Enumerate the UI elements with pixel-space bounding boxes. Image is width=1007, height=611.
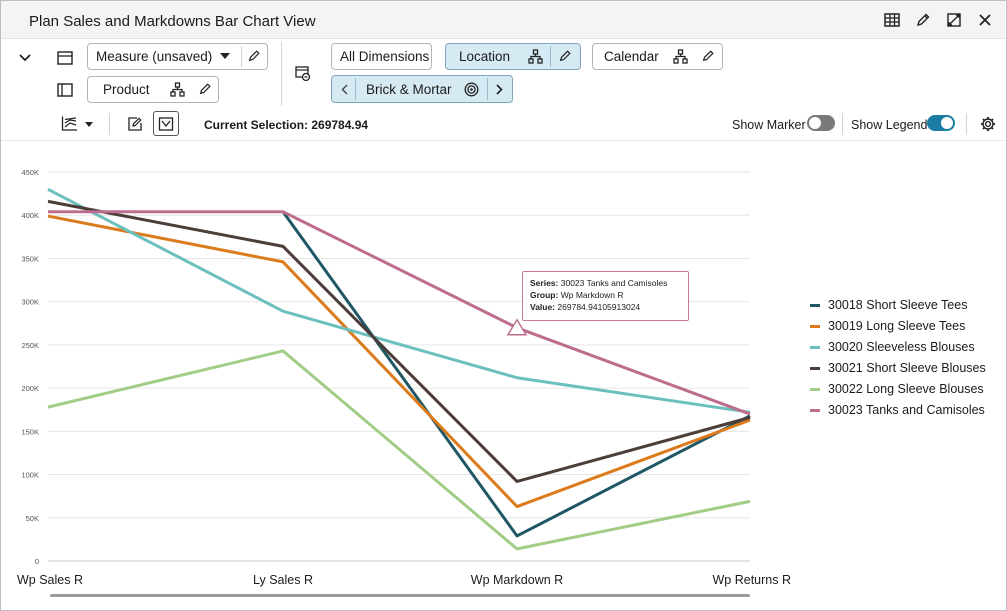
y-tick-label: 50K — [26, 514, 39, 523]
x-tick-label: Wp Sales R — [17, 573, 83, 587]
series-line — [47, 187, 751, 414]
tooltip-series-label: Series: — [530, 278, 559, 288]
legend-item[interactable]: 30021 Short Sleeve Blouses — [810, 360, 986, 376]
row-layout-icon[interactable] — [54, 48, 76, 68]
series-line — [47, 214, 751, 509]
y-tick-label: 300K — [21, 298, 39, 307]
y-tick-label: 150K — [21, 427, 39, 436]
location-edit-icon[interactable] — [558, 49, 572, 63]
legend-item[interactable]: 30022 Long Sleeve Blouses — [810, 381, 984, 397]
target-icon[interactable] — [464, 82, 479, 97]
product-label: Product — [103, 82, 150, 97]
highlight-marker — [506, 318, 528, 336]
legend-label: 30023 Tanks and Camisoles — [828, 403, 985, 417]
legend-item[interactable]: 30018 Short Sleeve Tees — [810, 297, 967, 313]
y-tick-label: 250K — [21, 341, 39, 350]
legend-item[interactable]: 30023 Tanks and Camisoles — [810, 402, 985, 418]
location-label: Location — [459, 49, 511, 64]
y-tick-label: 400K — [21, 211, 39, 220]
edit-chart-icon[interactable] — [124, 113, 146, 135]
legend-item[interactable]: 30020 Sleeveless Blouses — [810, 339, 975, 355]
legend-item[interactable]: 30019 Long Sleeve Tees — [810, 318, 965, 334]
title-bar: Plan Sales and Markdowns Bar Chart View — [1, 1, 1005, 39]
horizontal-scrollbar[interactable] — [50, 594, 750, 597]
show-marker-label: Show Marker — [732, 118, 806, 132]
tooltip-value-label: Value: — [530, 302, 556, 312]
y-tick-label: 350K — [21, 254, 39, 263]
legend-swatch — [810, 345, 820, 349]
legend-swatch — [810, 303, 820, 307]
calendar-label: Calendar — [604, 49, 659, 64]
panel-title: Plan Sales and Markdowns Bar Chart View — [29, 13, 316, 30]
chart-tooltip: Series: 30023 Tanks and Camisoles Group:… — [522, 271, 689, 321]
y-tick-label: 100K — [21, 471, 39, 480]
legend-label: 30020 Sleeveless Blouses — [828, 340, 975, 354]
column-layout-icon[interactable] — [54, 80, 76, 100]
y-tick-label: 200K — [21, 384, 39, 393]
product-edit-icon[interactable] — [198, 82, 212, 96]
location-hierarchy-icon[interactable] — [528, 49, 543, 64]
product-selector[interactable]: Product — [87, 76, 219, 103]
series-line — [47, 349, 751, 551]
swap-axes-icon[interactable] — [292, 64, 314, 84]
hierarchy-icon[interactable] — [170, 82, 185, 97]
calendar-edit-icon[interactable] — [701, 49, 715, 63]
y-tick-label: 450K — [21, 168, 39, 177]
location-selector[interactable]: Location — [445, 43, 581, 70]
x-tick-label: Wp Markdown R — [471, 573, 563, 587]
legend-swatch — [810, 324, 820, 328]
current-selection-text: Current Selection: 269784.94 — [204, 118, 369, 132]
x-tick-label: Wp Returns R — [713, 573, 792, 587]
series-line — [281, 210, 751, 538]
caret-down-icon[interactable] — [220, 53, 230, 59]
next-chevron-icon[interactable] — [496, 84, 503, 95]
line-chart: 0 50K 100K 150K 200K 250K 300K 350K 400K 450K Wp S… — [0, 142, 1006, 607]
location-member-navigator[interactable]: Brick & Mortar — [331, 75, 513, 103]
x-tick-label: Ly Sales R — [253, 573, 313, 587]
show-marker-toggle[interactable] — [807, 115, 835, 131]
y-tick-label: 0 — [35, 557, 39, 566]
brick-mortar-label: Brick & Mortar — [366, 82, 452, 97]
line-chart-canvas: 0 50K 100K 150K 200K 250K 300K 350K 400K 450K Wp S… — [17, 168, 792, 587]
close-icon[interactable] — [973, 9, 997, 31]
chart-toolbar — [1, 107, 1005, 141]
legend-label: 30022 Long Sleeve Blouses — [828, 382, 984, 396]
measure-edit-icon[interactable] — [247, 49, 261, 63]
show-legend-toggle[interactable] — [927, 115, 955, 131]
legend-label: 30021 Short Sleeve Blouses — [828, 361, 986, 375]
legend-swatch — [810, 387, 820, 391]
measure-selector[interactable]: Measure (unsaved) — [87, 43, 268, 70]
chart-type-icon[interactable] — [58, 113, 80, 133]
tooltip-group-value: Wp Markdown R — [560, 290, 624, 300]
tooltip-value-value: 269784.94105913024 — [557, 302, 641, 312]
legend-label: 30018 Short Sleeve Tees — [828, 298, 968, 312]
all-dimensions-button[interactable]: All Dimensions — [331, 43, 432, 70]
series-line — [48, 210, 751, 416]
tooltip-series-value: 30023 Tanks and Camisoles — [560, 278, 668, 288]
table-icon[interactable] — [880, 9, 904, 31]
series-line — [47, 199, 751, 483]
expand-icon[interactable] — [942, 9, 966, 31]
chart-type-caret-icon[interactable] — [83, 120, 95, 128]
legend-swatch — [810, 408, 820, 412]
all-dimensions-label: All Dimensions — [340, 49, 430, 64]
show-legend-label: Show Legend — [851, 118, 928, 132]
tooltip-group-label: Group: — [530, 290, 559, 300]
calendar-hierarchy-icon[interactable] — [673, 49, 688, 64]
settings-gear-icon[interactable] — [978, 114, 998, 134]
chart-selection-icon[interactable] — [153, 111, 179, 136]
calendar-selector[interactable]: Calendar — [592, 43, 723, 70]
previous-chevron-icon[interactable] — [341, 84, 348, 95]
edit-icon[interactable] — [911, 9, 935, 31]
legend-swatch — [810, 366, 820, 370]
measure-label: Measure (unsaved) — [96, 49, 213, 64]
legend-label: 30019 Long Sleeve Tees — [828, 319, 966, 333]
collapse-chevron-icon[interactable] — [15, 50, 35, 66]
